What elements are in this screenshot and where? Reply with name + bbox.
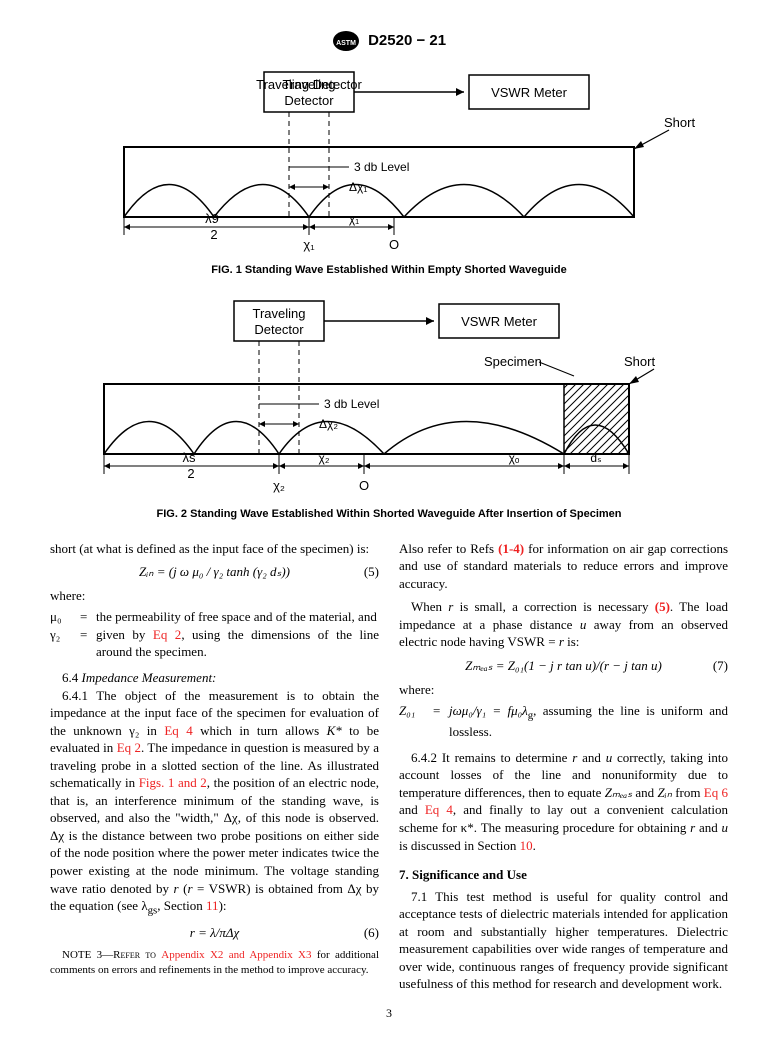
g2-def: given by Eq 2, using the dimensions of t… (96, 626, 379, 661)
heading-6-4: 6.4 Impedance Measurement: (50, 669, 379, 687)
fig1-origin: O (389, 237, 399, 252)
fig2-meter-label: VSWR Meter (461, 314, 538, 329)
z01-sym: Z₀₁ (399, 702, 429, 741)
fig1-db-label: 3 db Level (354, 160, 409, 174)
eq7-body: Zₘₑₐₛ = Z₀₁(1 − j r tan u)/(r − j tan u) (465, 657, 662, 675)
left-column: short (at what is defined as the input f… (50, 540, 379, 993)
z01-def: jωμ₀/γ₁ = fμ₀λg, assuming the line is un… (449, 702, 728, 741)
note-3: NOTE 3—Refer to Appendix X2 and Appendix… (50, 948, 379, 978)
heading-7: 7. Significance and Use (399, 866, 728, 884)
svg-text:λ9: λ9 (205, 211, 219, 226)
link-eq2b[interactable]: Eq 2 (117, 740, 141, 755)
fig2-lambda: λs (183, 450, 197, 465)
page: ASTM D2520 − 21 Traveling Detector Trave… (0, 0, 778, 1041)
standard-id: D2520 − 21 (368, 32, 446, 49)
document-header: ASTM D2520 − 21 (50, 30, 728, 52)
fig2-ds: dₛ (590, 451, 601, 465)
eq7-num: (7) (713, 657, 728, 675)
fig2-lambda-denom: 2 (187, 466, 194, 481)
p-short: short (at what is defined as the input f… (50, 540, 379, 558)
link-figs12[interactable]: Figs. 1 and 2 (139, 775, 207, 790)
link-ref5[interactable]: (5) (655, 599, 670, 614)
where-list-right: Z₀₁ = jωμ₀/γ₁ = fμ₀λg, assuming the line… (399, 702, 728, 741)
fig2-short-label: Short (624, 354, 655, 369)
svg-text:Traveling: Traveling (253, 306, 306, 321)
p-6-4-1: 6.4.1 The object of the measurement is t… (50, 687, 379, 919)
where-list-left: μ₀ = the permeability of free space and … (50, 608, 379, 661)
fig2-chi-right: χ₂ (319, 451, 330, 465)
eq6-body: r = λ/πΔχ (190, 924, 239, 942)
eq6-num: (6) (364, 924, 379, 942)
p-6-4-2: 6.4.2 It remains to determine r and u co… (399, 749, 728, 854)
link-eq4b[interactable]: Eq 4 (425, 802, 453, 817)
fig1-short-label: Short (664, 115, 695, 130)
z01-eq: = (433, 702, 445, 741)
link-sec10[interactable]: 10 (520, 838, 533, 853)
fig1-lambda: λ9 (205, 211, 219, 226)
eq5-num: (5) (364, 563, 379, 581)
fig2-dchi-label: Δχ₂ (319, 417, 338, 431)
fig1-meter-label: VSWR Meter (491, 85, 568, 100)
figure-1-caption: FIG. 1 Standing Wave Established Within … (50, 263, 728, 278)
figure-1: Traveling Detector Traveling Detector VS… (50, 67, 728, 278)
link-sec11[interactable]: 11 (206, 898, 219, 913)
fig2-db-label: 3 db Level (324, 397, 379, 411)
figure-2-caption: FIG. 2 Standing Wave Established Within … (50, 507, 728, 522)
equation-6: r = λ/πΔχ (6) (50, 924, 379, 942)
eq5-body: Zᵢₙ = (j ω μ₀ / γ₂ tanh (γ₂ dₛ)) (139, 563, 290, 581)
mu0-sym: μ₀ (50, 608, 76, 626)
page-number: 3 (386, 1005, 392, 1021)
equation-7: Zₘₑₐₛ = Z₀₁(1 − j r tan u)/(r − j tan u)… (399, 657, 728, 675)
fig2-origin: O (359, 478, 369, 493)
svg-text:Detector: Detector (284, 93, 334, 108)
fig1-dchi-label: Δχ₁ (349, 180, 367, 194)
figure-2-svg: Traveling Detector VSWR Meter Specimen S… (64, 296, 714, 501)
figure-2: Traveling Detector VSWR Meter Specimen S… (50, 296, 728, 522)
text-columns: short (at what is defined as the input f… (50, 540, 728, 993)
fig2-chi-bottom: χ₂ (273, 478, 285, 493)
svg-text:Traveling: Traveling (283, 77, 336, 92)
mu0-eq: = (80, 608, 92, 626)
link-eq2a[interactable]: Eq 2 (153, 627, 181, 642)
where-label-right: where: (399, 681, 728, 699)
fig2-specimen-label: Specimen (484, 354, 542, 369)
fig2-chio: χₒ (509, 451, 520, 465)
fig1-chi-bottom: χ₁ (303, 237, 315, 252)
equation-5: Zᵢₙ = (j ω μ₀ / γ₂ tanh (γ₂ dₛ)) (5) (50, 563, 379, 581)
p-when-r: When r is small, a correction is necessa… (399, 598, 728, 651)
link-appendix[interactable]: Appendix X2 and Appendix X3 (161, 949, 311, 961)
where-label-left: where: (50, 587, 379, 605)
p-also-refer: Also refer to Refs (1-4) for information… (399, 540, 728, 593)
astm-logo-icon: ASTM (332, 30, 360, 52)
g2-eq: = (80, 626, 92, 661)
g2-sym: γ₂ (50, 626, 76, 661)
link-refs14[interactable]: (1-4) (498, 541, 524, 556)
right-column: Also refer to Refs (1-4) for information… (399, 540, 728, 993)
p-7-1: 7.1 This test method is useful for quali… (399, 888, 728, 993)
svg-text:ASTM: ASTM (336, 40, 356, 47)
figure-1-svg: Traveling Detector Traveling Detector VS… (64, 67, 714, 257)
link-eq6[interactable]: Eq 6 (704, 785, 728, 800)
svg-text:Detector: Detector (254, 322, 304, 337)
link-eq4[interactable]: Eq 4 (164, 723, 192, 738)
fig1-chi-right: χ₁ (349, 212, 359, 226)
mu0-def: the permeability of free space and of th… (96, 608, 379, 626)
fig1-lambda-denom: 2 (210, 227, 217, 242)
